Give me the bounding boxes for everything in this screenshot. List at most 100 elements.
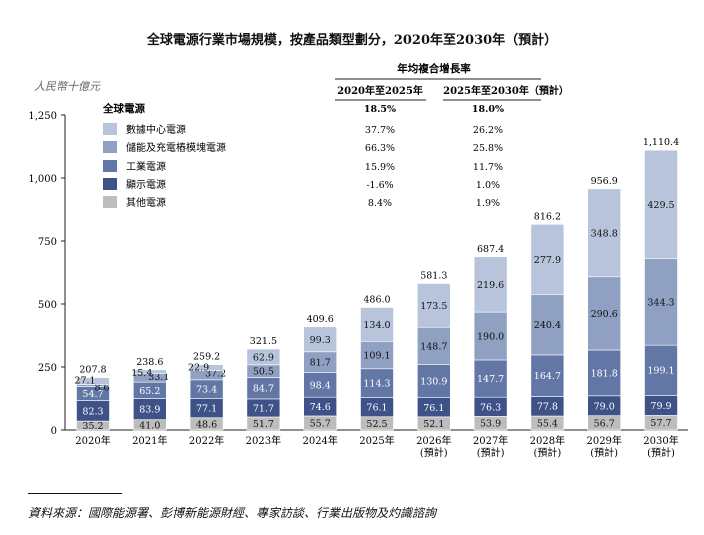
bar-segment-label: 81.7 bbox=[310, 358, 331, 369]
bar-segment-label: 148.7 bbox=[420, 341, 447, 352]
bar-segment-label: 429.5 bbox=[647, 200, 674, 211]
bar-segment-label: 51.7 bbox=[253, 419, 274, 430]
bar-segment-label: 219.6 bbox=[477, 280, 504, 291]
x-tick-label: 2022年 bbox=[189, 434, 224, 447]
cagr-value: 11.7% bbox=[473, 162, 503, 173]
y-tick-label: 1,000 bbox=[28, 174, 57, 185]
bar-segment-label: 134.0 bbox=[363, 320, 390, 331]
bar-segment bbox=[76, 377, 110, 385]
bar-segment-label: 55.4 bbox=[537, 419, 558, 430]
bar-segment bbox=[587, 188, 622, 278]
source-note: 資料來源：國際能源署、彭博新能源財經、專家訪談、行業出版物及灼識諮詢 bbox=[28, 506, 437, 520]
bar-total-label: 259.2 bbox=[193, 352, 220, 363]
bar-total-label: 1,110.4 bbox=[643, 137, 679, 148]
bar-segment bbox=[360, 340, 394, 370]
bar-segment bbox=[416, 283, 451, 328]
bar-segment-label: 348.8 bbox=[591, 228, 618, 239]
bar-segment-label: 50.5 bbox=[253, 367, 274, 378]
x-tick-label: 2026年 bbox=[416, 434, 451, 447]
bar-segment-label: 77.8 bbox=[537, 402, 558, 413]
bar-segment-label: 181.8 bbox=[591, 368, 618, 379]
legend-swatch bbox=[103, 196, 117, 208]
bar-segment-label: 57.7 bbox=[650, 418, 671, 429]
y-tick-label: 750 bbox=[38, 237, 57, 248]
bar-segment-label: 82.3 bbox=[82, 406, 103, 417]
bar-segment-label: 76.1 bbox=[366, 403, 387, 414]
bar-segment bbox=[530, 294, 565, 356]
x-tick-label: 2025年 bbox=[359, 434, 394, 447]
x-tick-label: 2020年 bbox=[75, 434, 110, 447]
cagr-value: 66.3% bbox=[365, 143, 395, 154]
bar-segment bbox=[473, 256, 508, 313]
cagr-value: 1.0% bbox=[476, 180, 500, 191]
bar-segment-label: 37.2 bbox=[205, 368, 226, 379]
bar-segment-label: 52.1 bbox=[423, 419, 444, 430]
bar-segment-label: 147.7 bbox=[477, 374, 504, 385]
bar-segment bbox=[644, 258, 678, 346]
cagr-column-header: 2020年至2025年 bbox=[337, 84, 423, 97]
bar-total-label: 409.6 bbox=[307, 314, 334, 325]
cagr-header: 年均複合增長率 bbox=[397, 62, 471, 75]
bar-segment-label: 52.5 bbox=[366, 419, 387, 430]
cagr-value: 25.8% bbox=[473, 143, 503, 154]
bar-segment bbox=[530, 354, 565, 397]
y-axis-unit-label: 人民幣十億元 bbox=[34, 80, 100, 93]
cagr-value: -1.6% bbox=[366, 180, 393, 191]
x-tick-note: (預計) bbox=[533, 446, 561, 459]
bar-total-label: 238.6 bbox=[136, 357, 163, 368]
bar-segment bbox=[587, 349, 622, 397]
bar-segment bbox=[246, 348, 281, 366]
bar-total-label: 581.3 bbox=[420, 271, 447, 282]
x-tick-label: 2021年 bbox=[132, 434, 167, 447]
bar-segment bbox=[360, 307, 394, 342]
x-tick-note: (預計) bbox=[477, 446, 505, 459]
x-tick-label: 2023年 bbox=[246, 434, 281, 447]
cagr-value: 1.9% bbox=[476, 198, 500, 209]
y-tick-label: 500 bbox=[38, 300, 57, 311]
bar-segment-label: 76.3 bbox=[480, 402, 501, 413]
x-tick-label: 2028年 bbox=[530, 434, 565, 447]
bar-segment bbox=[416, 326, 451, 366]
legend-swatch bbox=[103, 141, 117, 153]
bar-segment bbox=[303, 326, 338, 353]
bar-segment-label: 199.1 bbox=[647, 366, 674, 377]
bar-segment-label: 62.9 bbox=[253, 352, 274, 363]
bar-segment-label: 109.1 bbox=[363, 351, 390, 362]
bar-segment-label: 344.3 bbox=[647, 297, 674, 308]
bar-segment-label: 79.9 bbox=[650, 401, 671, 412]
legend-label: 其他電源 bbox=[126, 196, 166, 209]
bar-segment bbox=[473, 311, 508, 361]
bar-segment bbox=[416, 364, 451, 398]
bar-segment bbox=[303, 372, 338, 398]
x-tick-note: (預計) bbox=[420, 446, 448, 459]
y-tick-label: 0 bbox=[51, 426, 57, 437]
y-tick-label: 250 bbox=[38, 363, 57, 374]
bar-segment-label: 56.7 bbox=[594, 418, 615, 429]
chart-title: 全球電源行業市場規模，按產品類型劃分，2020年至2030年（預計） bbox=[146, 33, 558, 48]
legend-label: 數據中心電源 bbox=[126, 123, 186, 136]
x-tick-note: (預計) bbox=[590, 446, 618, 459]
cagr-column-header: 2025年至2030年（預計） bbox=[443, 84, 569, 97]
bar-segment-label: 173.5 bbox=[420, 301, 447, 312]
cagr-value: 18.0% bbox=[472, 104, 504, 115]
y-tick-label: 1,250 bbox=[28, 111, 57, 122]
bar-segment-label: 73.4 bbox=[196, 385, 217, 396]
bar-segment bbox=[644, 344, 678, 396]
bar-segment bbox=[587, 276, 622, 351]
bar-segment-label: 27.1 bbox=[74, 376, 95, 387]
bar-segment-label: 48.6 bbox=[196, 419, 217, 430]
legend-swatch bbox=[103, 178, 117, 190]
bar-segment-label: 41.0 bbox=[139, 420, 160, 431]
bar-segment-label: 98.4 bbox=[310, 380, 331, 391]
x-tick-label: 2029年 bbox=[586, 434, 621, 447]
bar-segment-label: 290.6 bbox=[591, 309, 618, 320]
legend-label: 顯示電源 bbox=[126, 178, 166, 191]
bar-segment-label: 76.1 bbox=[423, 403, 444, 414]
x-tick-label: 2027年 bbox=[473, 434, 508, 447]
bar-segment-label: 130.9 bbox=[420, 377, 447, 388]
bar-segment-label: 54.7 bbox=[82, 389, 103, 400]
bar-segment bbox=[360, 368, 394, 398]
bar-segment bbox=[530, 224, 565, 295]
bar-segment-label: 77.1 bbox=[196, 404, 217, 415]
